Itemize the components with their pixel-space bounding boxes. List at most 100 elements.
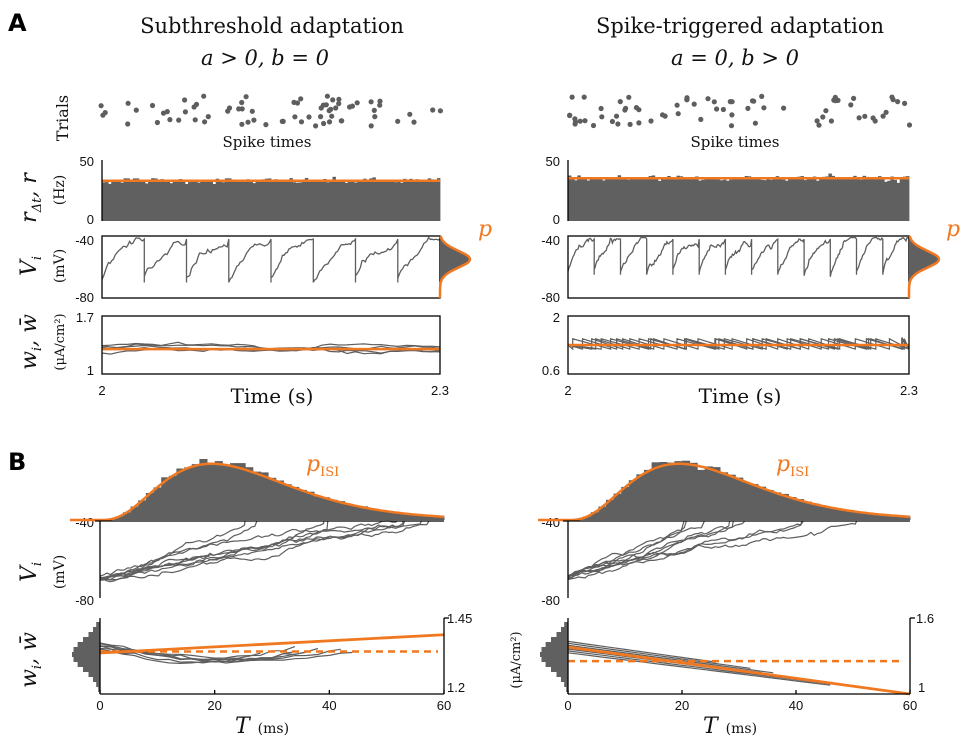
rate-bar <box>188 182 192 221</box>
tick-a-left-rate-top: 50 <box>80 154 94 169</box>
isi-bar <box>811 503 820 520</box>
rate-bar <box>264 178 269 221</box>
adapt-frame <box>567 315 910 375</box>
row-label-adapt: wi, w̄ <box>17 314 45 370</box>
w-side-hist-bar <box>545 662 568 667</box>
rate-bar <box>574 180 578 221</box>
spike-dot <box>298 96 304 102</box>
spike-dot <box>728 123 735 129</box>
tick-a-left-v-bottom: -80 <box>75 290 94 305</box>
rate-bar <box>203 180 207 221</box>
rate-bar <box>800 176 804 221</box>
tick-b-right-v-bottom: -80 <box>541 593 560 608</box>
rate-bar <box>630 179 634 221</box>
spike-dot <box>820 114 826 120</box>
tick-b-right-w-top: 1.6 <box>916 611 934 626</box>
isi-bar <box>590 512 599 520</box>
isi-bar <box>735 477 744 520</box>
rate-bar <box>166 179 170 221</box>
xlabel-a-left: Time (s) <box>231 384 314 408</box>
rate-bar <box>840 179 845 221</box>
rate-bar <box>843 179 848 221</box>
w-side-hist-bar <box>73 647 100 652</box>
rate-bar <box>583 177 587 221</box>
rate-bar <box>850 178 854 221</box>
rate-bar <box>871 178 876 221</box>
voltage-trajectory <box>567 520 746 579</box>
spike-dot <box>328 106 334 112</box>
rate-bar <box>252 183 257 221</box>
tick-b-right-v-top: -40 <box>541 515 560 530</box>
isi-bar <box>321 497 330 520</box>
spike-dot <box>291 99 297 105</box>
isi-bar <box>329 499 338 520</box>
rate-bar <box>744 175 749 221</box>
plot-layer <box>70 93 941 696</box>
rate-bar <box>874 178 879 221</box>
isi-bar <box>191 464 200 520</box>
spike-dot <box>714 106 720 112</box>
w-side-hist-bar <box>541 657 568 662</box>
spike-dot <box>816 122 822 128</box>
spike-dot <box>828 118 835 124</box>
isi-bar <box>598 506 607 520</box>
rate-bar <box>837 177 842 221</box>
tick-b-left-v-bottom: -80 <box>75 593 94 608</box>
rate-bar <box>816 180 820 221</box>
rate-bar <box>719 180 724 221</box>
rate-bar <box>209 180 214 221</box>
spike-dot <box>354 100 360 106</box>
spike-dot <box>613 113 620 119</box>
rate-bar <box>785 180 789 221</box>
rate-bar <box>884 181 888 221</box>
tick-b-left-w-bottom: 1.2 <box>447 680 465 695</box>
rate-bar <box>175 181 180 221</box>
rate-bar <box>326 182 330 221</box>
voltage-trajectory <box>567 520 705 580</box>
isi-bar <box>894 515 903 520</box>
rate-bar <box>314 179 318 221</box>
rate-bar <box>249 180 253 221</box>
w-side-hist-bar <box>93 627 100 632</box>
spike-dot <box>154 119 160 126</box>
x-tick-label: 20 <box>207 698 221 713</box>
spike-dot <box>326 119 333 125</box>
p-histogram <box>440 236 470 298</box>
tick-a-left-x0: 2 <box>98 383 105 398</box>
isi-bar <box>773 492 782 520</box>
rate-bar <box>246 179 250 221</box>
b-x-tick-labels: 0 20 40 60 0 20 40 60 <box>96 698 917 713</box>
isi-bar <box>268 477 277 520</box>
voltage-trajectory <box>567 520 804 578</box>
rate-bar <box>151 178 155 221</box>
tick-b-right-w-bottom: 1 <box>918 680 925 695</box>
isi-bar <box>697 469 706 520</box>
rate-bar <box>766 178 770 221</box>
spike-dot <box>430 107 436 113</box>
p-label-right: p <box>946 217 960 242</box>
svg-text:T(ms): T (ms) <box>703 714 757 739</box>
rate-bar <box>568 175 572 221</box>
rate-bar <box>169 183 174 221</box>
x-tick-label: 40 <box>322 698 336 713</box>
rate-bar <box>611 179 615 221</box>
rate-bar <box>243 181 247 221</box>
w-trajectory <box>567 652 831 686</box>
isi-bar <box>382 511 391 520</box>
rate-bar <box>194 181 198 221</box>
rate-bar <box>277 181 281 221</box>
spike-dot <box>251 117 257 123</box>
x-tick-label: 0 <box>564 698 571 713</box>
spike-dot <box>149 102 156 109</box>
spike-dot <box>336 101 342 107</box>
isi-label-right: pISI <box>776 452 809 480</box>
rate-bar <box>571 178 575 221</box>
rate-bar <box>639 177 643 221</box>
isi-bar <box>666 462 675 520</box>
isi-bar <box>421 515 430 520</box>
rate-bar <box>642 177 646 221</box>
isi-bar <box>390 512 399 520</box>
tick-a-left-rate-bottom: 0 <box>87 212 94 227</box>
rate-bar <box>664 177 668 221</box>
